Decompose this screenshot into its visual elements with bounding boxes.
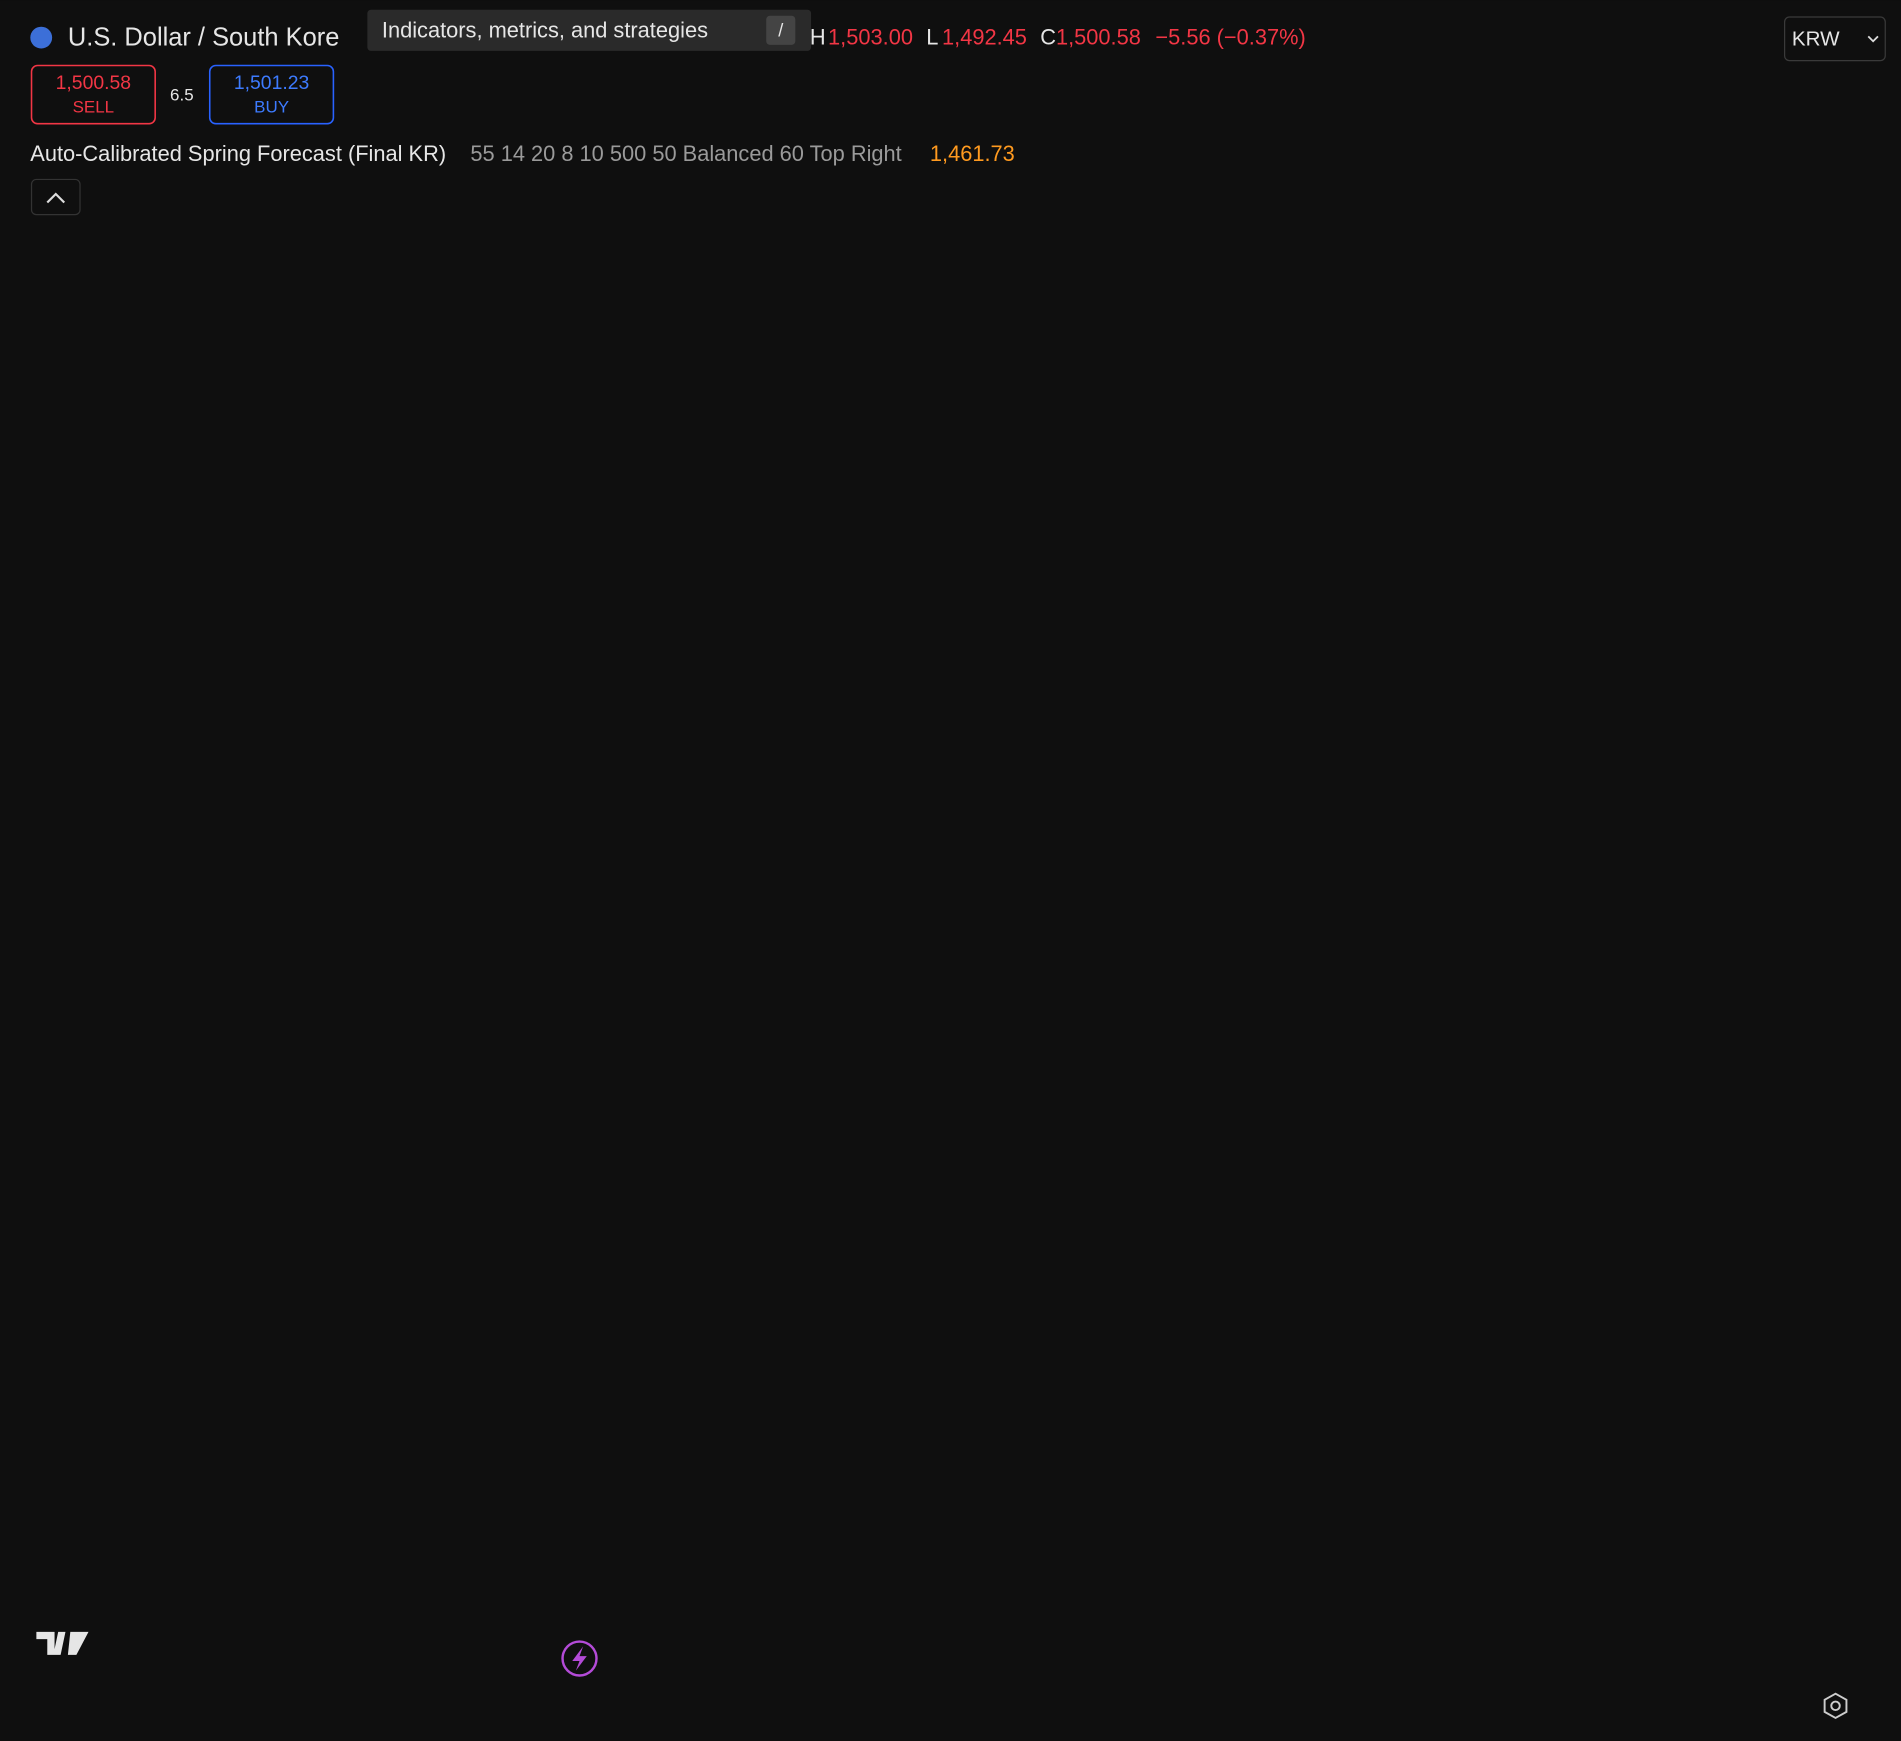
collapse-button[interactable] <box>30 178 81 216</box>
buy-price: 1,501.23 <box>234 72 309 94</box>
spread: 6.5 <box>170 85 194 104</box>
buy-button[interactable] <box>208 64 335 125</box>
ohlc-l-label: L <box>926 25 938 50</box>
ohlc-c: 1,500.58 <box>1056 25 1141 50</box>
symbol-title: U.S. Dollar / South Kore <box>68 24 339 52</box>
ohlc-l: 1,492.45 <box>942 25 1027 50</box>
event-bolt <box>572 1646 587 1671</box>
buy-label: BUY <box>254 97 289 116</box>
sell-price: 1,500.58 <box>56 72 131 94</box>
ohlc-h: 1,503.00 <box>828 25 913 50</box>
indicator-params: 55 14 20 8 10 500 50 Balanced 60 Top Rig… <box>470 141 901 166</box>
currency-dropdown[interactable] <box>1784 16 1886 62</box>
dropdown-icon <box>1867 35 1879 43</box>
ohlc-change: −5.56 (−0.37%) <box>1155 25 1305 50</box>
shortcut-text: / <box>778 20 784 40</box>
flag-icon <box>30 26 53 49</box>
tooltip-text: Indicators, metrics, and strategies <box>382 17 708 42</box>
collapse-icon <box>46 192 66 204</box>
ui-layer: U.S. Dollar / South Kore Indicators, met… <box>30 9 1886 1720</box>
ohlc-c-label: C <box>1040 25 1056 50</box>
sell-button[interactable] <box>30 64 156 125</box>
sell-label: SELL <box>73 97 115 116</box>
logo <box>36 1631 89 1655</box>
indicator-value: 1,461.73 <box>930 141 1015 166</box>
indicator-name: Auto-Calibrated Spring Forecast (Final K… <box>30 141 446 166</box>
ohlc-h-label: H <box>810 25 826 50</box>
settings-icon[interactable] <box>1823 1692 1848 1720</box>
event-icon[interactable] <box>561 1640 598 1677</box>
currency-label: KRW <box>1792 27 1840 50</box>
shortcut-key <box>766 15 796 45</box>
settings-dot <box>1830 1700 1841 1712</box>
tooltip <box>367 9 812 51</box>
